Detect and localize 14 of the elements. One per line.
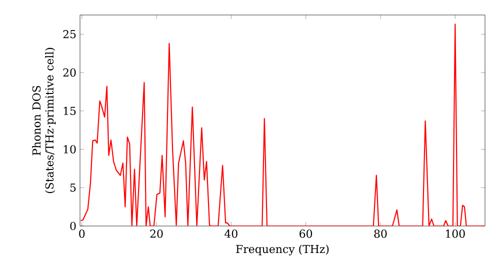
y-axis-title: Phonon DOS (States/THz·primitive cell): [32, 48, 56, 194]
y-tick-label: 10: [64, 145, 76, 154]
y-tick-label: 5: [70, 184, 76, 192]
y-tick-label: 25: [63, 30, 76, 38]
x-axis-title: Frequency (THz): [236, 244, 329, 256]
x-tick-label: 0: [79, 230, 85, 238]
x-tick-label: 20: [150, 230, 163, 238]
x-tick-label: 60: [300, 230, 312, 238]
x-tick-label: 40: [224, 230, 238, 238]
y-tick-label: 20: [63, 68, 76, 77]
y-tick-label: 15: [64, 106, 76, 116]
y-tick-label: 0: [70, 222, 76, 230]
x-tick-label: 80: [374, 230, 387, 238]
x-tick-label: 100: [446, 230, 465, 238]
